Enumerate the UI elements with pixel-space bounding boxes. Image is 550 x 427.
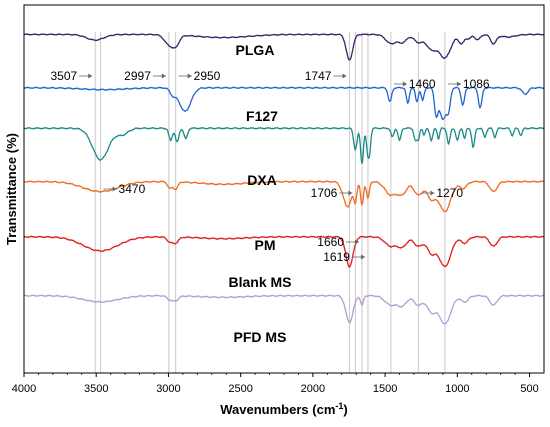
x-tick-label-4000: 4000 [12,383,36,395]
series-label-f127: F127 [246,108,278,124]
x-axis: 4000 3500 3000 2500 2000 1500 1000 500 [12,373,539,395]
x-tick-label-1000: 1000 [445,383,469,395]
annotation-arrowhead [456,81,461,87]
x-tick-label-3000: 3000 [156,383,180,395]
annotation-arrowhead [112,186,117,192]
series-labels: PLGA F127 DXA PM Blank MS PFD MS [228,42,291,345]
peak-annotation-3507: 3507 [51,69,93,83]
annotation-arrowhead [342,73,347,79]
series-line-f127 [23,86,545,121]
annotation-label: 1270 [436,186,463,200]
series-label-blank-ms: Blank MS [228,274,291,290]
x-axis-title-close: ) [343,402,347,417]
annotation-arrowhead [88,73,93,79]
peak-annotation-1660: 1660 [317,235,359,249]
series-line-pm [23,180,545,213]
series-label-plga: PLGA [236,42,275,58]
annotation-label: 2950 [194,69,221,83]
x-axis-title: Wavenumbers (cm-1) [220,401,347,417]
annotation-label: 3507 [51,69,78,83]
annotation-label: 1086 [463,77,490,91]
peak-annotations: 3507 2997 2950 1747 1460 1086 3470 1706 1270 1660… [51,69,490,264]
peak-annotation-1086: 1086 [447,77,490,91]
annotation-arrowhead [402,81,407,87]
annotation-arrowhead [430,190,435,196]
peak-annotation-1270: 1270 [421,186,463,200]
peak-annotation-1619: 1619 [323,250,365,264]
peak-annotation-3470: 3470 [103,182,146,196]
reference-lines [94,32,446,373]
annotation-label: 2997 [124,69,151,83]
peak-annotation-2950: 2950 [178,69,221,83]
series-lines [23,33,545,325]
series-line-blank-ms [23,235,545,269]
x-tick-label-2500: 2500 [228,383,252,395]
x-axis-title-main: Wavenumbers (cm [220,402,335,417]
annotation-arrowhead [360,254,365,260]
y-axis-title: Transmittance (%) [4,133,19,245]
annotation-arrowhead [161,73,166,79]
series-line-pfd-ms [23,294,544,325]
annotation-label: 1747 [305,69,332,83]
plot-frame [23,4,545,374]
annotation-arrowhead [355,239,359,245]
series-label-pfd-ms: PFD MS [234,329,287,345]
annotation-label: 3470 [119,182,146,196]
x-tick-label-500: 500 [520,383,538,395]
x-axis-title-exponent: -1 [335,401,343,411]
peak-annotation-1706: 1706 [311,186,353,200]
x-tick-label-3500: 3500 [84,383,108,395]
peak-annotation-1747: 1747 [305,69,347,83]
series-line-dxa [23,126,545,164]
annotation-label: 1460 [409,77,436,91]
series-label-dxa: DXA [247,172,277,188]
peak-annotation-1460: 1460 [393,77,436,91]
annotation-label: 1619 [323,250,350,264]
series-label-pm: PM [255,237,276,253]
series-line-plga [23,33,544,61]
x-tick-label-2000: 2000 [301,383,325,395]
peak-annotation-2997: 2997 [124,69,166,83]
annotation-label: 1706 [311,186,338,200]
x-tick-label-1500: 1500 [373,383,397,395]
annotation-label: 1660 [317,235,344,249]
annotation-arrowhead [348,190,353,196]
annotation-arrowhead [187,73,192,79]
